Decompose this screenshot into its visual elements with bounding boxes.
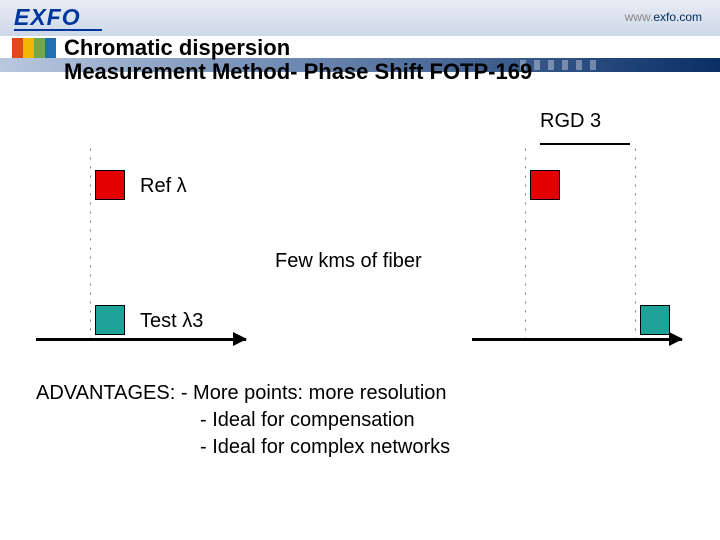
advantages-block: ADVANTAGES: - More points: more resoluti… (36, 380, 450, 461)
url-main: exfo.com (653, 10, 702, 24)
ref-box-right (530, 170, 560, 200)
adv-line1: ADVANTAGES: - More points: more resoluti… (36, 380, 450, 407)
arrow-left (36, 338, 246, 341)
header-url: www.exfo.com (625, 10, 702, 24)
color-bars (12, 38, 56, 60)
arrow-right (472, 338, 682, 341)
svg-text:EXFO: EXFO (14, 4, 81, 30)
exfo-logo: EXFO (14, 4, 106, 32)
vdots-1 (90, 145, 91, 345)
adv-line2: - Ideal for compensation (200, 407, 450, 434)
test-box-left (95, 305, 125, 335)
header-bar: EXFO www.exfo.com (0, 0, 720, 36)
vdots-3 (635, 145, 636, 345)
rgd-label: RGD 3 (540, 110, 601, 133)
bar-yellow (23, 38, 34, 60)
bar-blue (45, 38, 56, 60)
ref-label: Ref λ (140, 175, 187, 198)
bar-green (34, 38, 45, 60)
diagram-canvas: RGD 3 Ref λ Test λ3 Few kms of fiber ADV… (0, 100, 720, 540)
test-box-right (640, 305, 670, 335)
ref-box-left (95, 170, 125, 200)
title-line2: Measurement Method- Phase Shift FOTP-169 (64, 60, 532, 84)
bar-orange (12, 38, 23, 60)
rgd-line (540, 143, 630, 145)
fiber-label: Few kms of fiber (275, 250, 422, 273)
title-line1: Chromatic dispersion (64, 36, 532, 60)
test-label: Test λ3 (140, 310, 203, 333)
vdots-2 (525, 145, 526, 345)
url-grey: www. (625, 10, 654, 24)
adv-line3: - Ideal for complex networks (200, 434, 450, 461)
slide-title: Chromatic dispersion Measurement Method-… (64, 36, 532, 84)
